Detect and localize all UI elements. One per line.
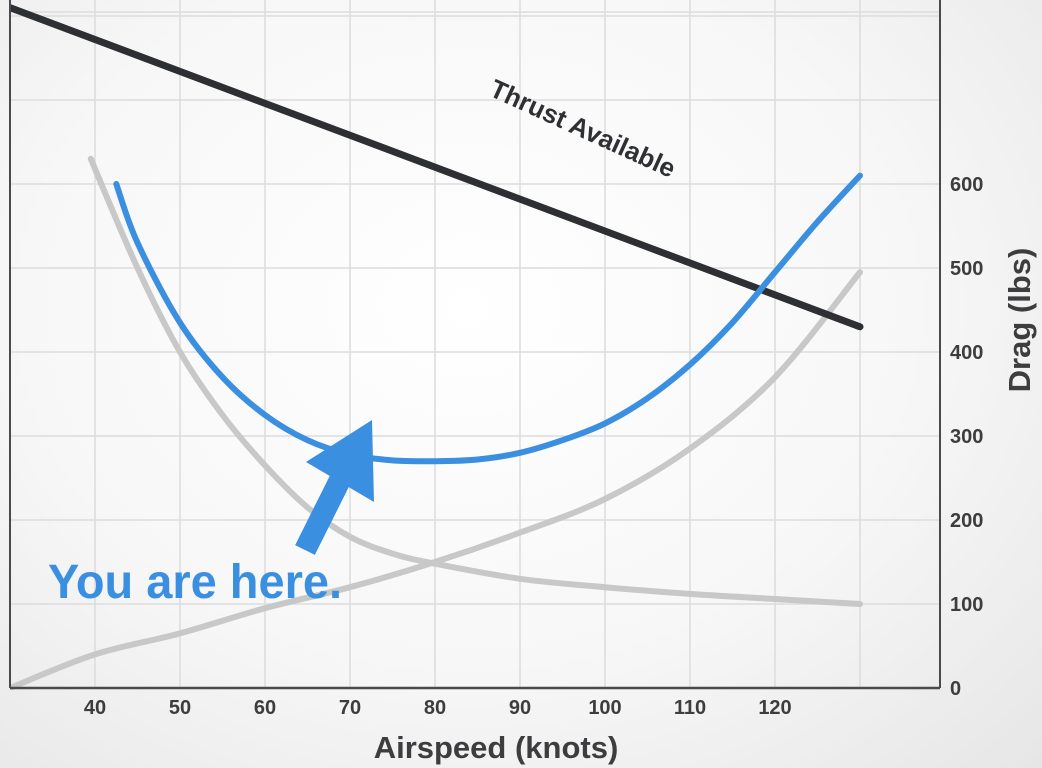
y-tick-label: 600: [950, 174, 983, 196]
x-tick-label: 100: [588, 697, 621, 719]
x-tick-label: 120: [758, 697, 791, 719]
x-tick-label: 80: [424, 697, 446, 719]
y-axis-title: Drag (lbs): [1002, 248, 1037, 393]
y-tick-label: 100: [950, 594, 983, 616]
you-are-here-callout: You are here.: [48, 556, 342, 609]
y-tick-label: 200: [950, 510, 983, 532]
thrust-available-label: Thrust Available: [486, 73, 681, 183]
series-layer: [10, 4, 864, 690]
x-tick-label: 60: [254, 697, 276, 719]
parasite-drag-curve: [10, 269, 863, 690]
you-are-here-arrow: [295, 420, 374, 555]
tick-labels: 40 50 60 70 80 90 100 110 120 0 100 200 300 400 500 600: [84, 174, 984, 719]
thrust-available-line: [10, 4, 864, 331]
x-tick-label: 40: [84, 697, 106, 719]
x-tick-label: 70: [339, 697, 361, 719]
y-tick-label: 400: [950, 342, 983, 364]
axes: [9, 0, 941, 690]
y-tick-label: 300: [950, 426, 983, 448]
x-tick-label: 110: [674, 697, 706, 719]
induced-drag-curve: [87, 155, 863, 607]
x-axis-title: Airspeed (knots): [374, 730, 619, 765]
total-drag-curve: [113, 172, 863, 465]
x-tick-label: 50: [169, 697, 191, 719]
x-tick-label: 90: [509, 697, 531, 719]
y-tick-label: 500: [950, 258, 983, 280]
y-tick-label: 0: [950, 678, 961, 700]
